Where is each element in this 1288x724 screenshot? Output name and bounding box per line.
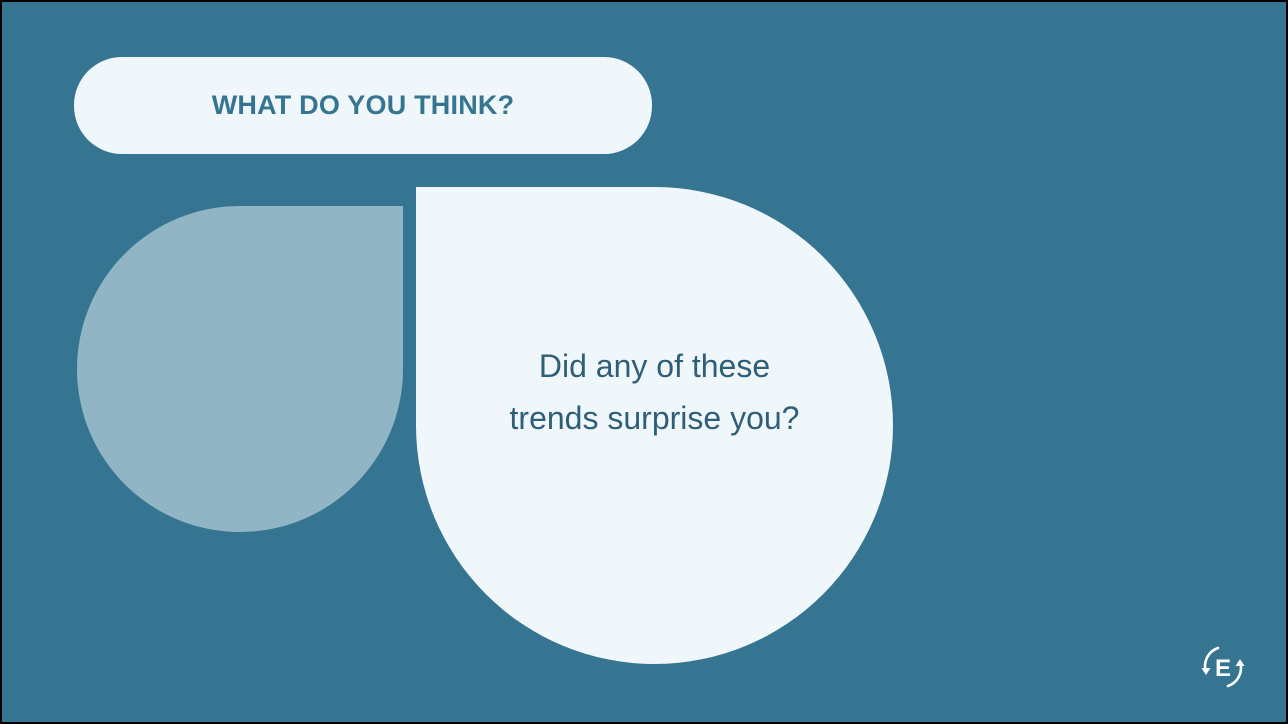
title-pill: WHAT DO YOU THINK? — [74, 57, 652, 154]
question-drop-shape — [416, 187, 893, 664]
question-line-1: Did any of these — [538, 348, 771, 384]
slide-title: WHAT DO YOU THINK? — [211, 90, 515, 120]
question-text: Did any of these trends surprise you? — [416, 340, 893, 444]
decorative-drop-shape — [77, 206, 403, 532]
logo-letter: E — [1215, 655, 1231, 682]
circular-arrows-e-logo-icon: E — [1201, 646, 1245, 688]
question-line-2: trends surprise you? — [509, 400, 800, 436]
